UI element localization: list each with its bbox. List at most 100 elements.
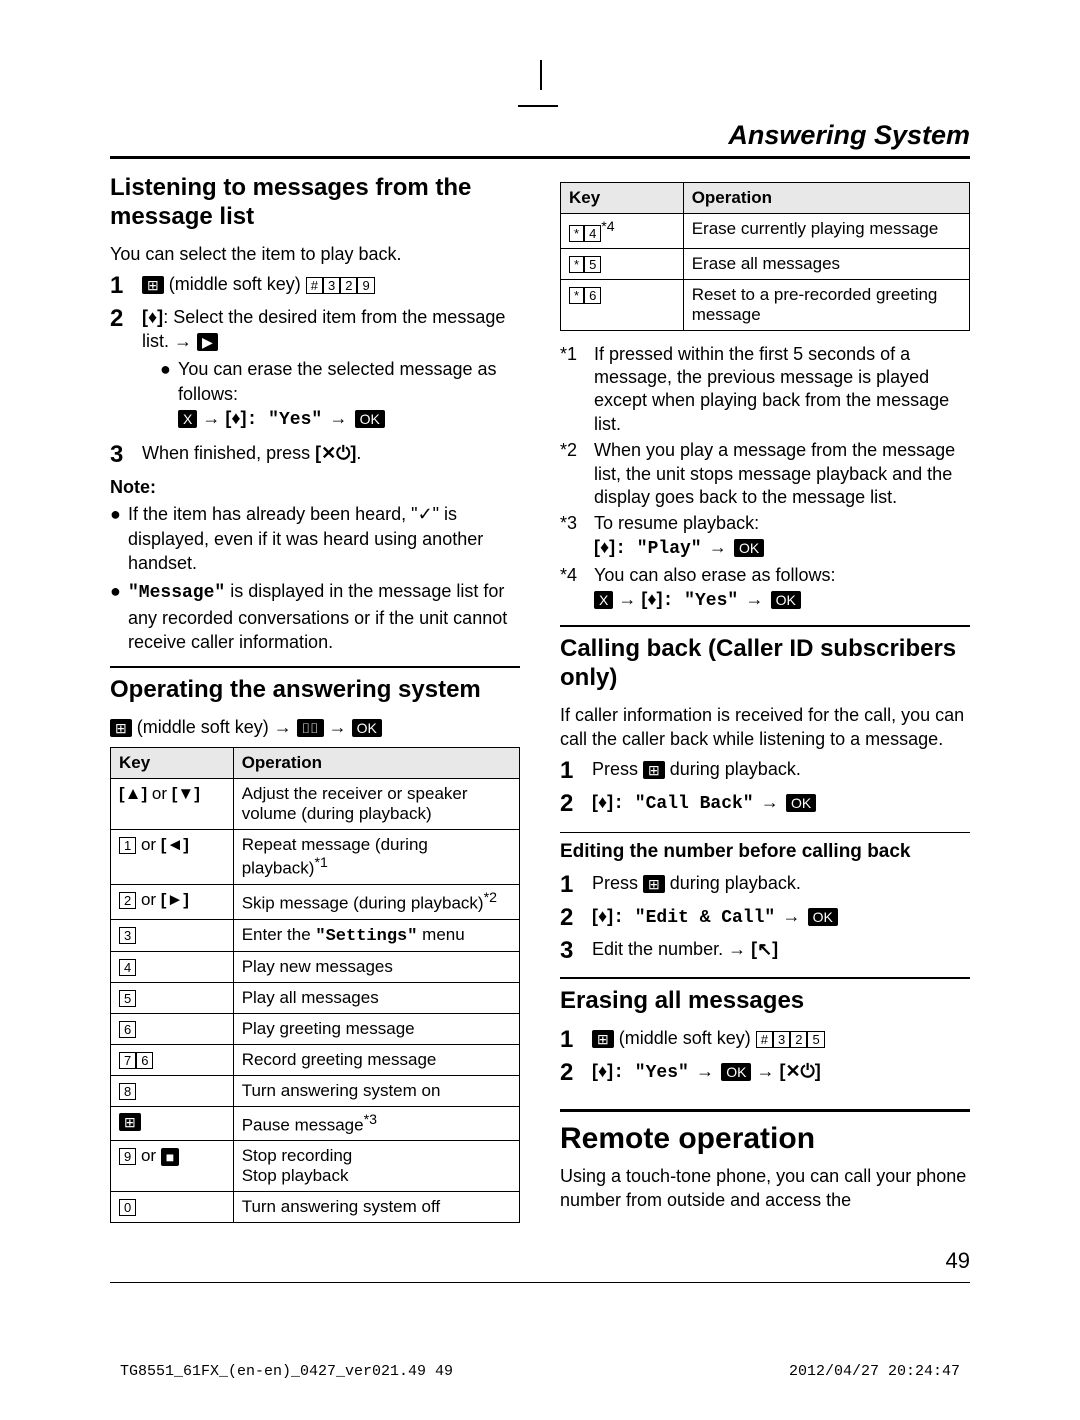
step1-suffix: (middle soft key): [164, 274, 306, 294]
s5-2a: : "Yes" →: [613, 1063, 721, 1083]
s4-3: Edit the number. →: [592, 939, 751, 959]
page-number: 49: [110, 1248, 970, 1274]
note2-mono: "Message": [128, 583, 225, 603]
f4a: You can also erase as follows:: [594, 565, 835, 585]
s4-2: : "Edit & Call" →: [613, 908, 807, 928]
key-hash: #: [306, 277, 323, 294]
menu-icon: ⊞: [592, 1030, 614, 1048]
footer: TG8551_61FX_(en-en)_0427_ver021.49 49 20…: [110, 1363, 970, 1380]
step2-yes: : "Yes" →: [247, 410, 355, 430]
footnote-text: If pressed within the first 5 seconds of…: [594, 343, 970, 437]
sec1-intro: You can select the item to play back.: [110, 242, 520, 266]
operations-table-right: KeyOperation *4*4Erase currently playing…: [560, 182, 970, 331]
left-column: Listening to messages from the message l…: [110, 174, 520, 1223]
step-number: 3: [110, 441, 142, 469]
th-op: Operation: [233, 748, 519, 779]
table-cell: 6: [111, 1013, 234, 1044]
table-cell: *4*4: [561, 214, 684, 249]
table-cell: Repeat message (during playback)*1: [233, 830, 519, 885]
step-body: [♦]: "Edit & Call" → OK: [592, 904, 970, 932]
f3b: : "Play" →: [615, 539, 734, 559]
footnote-num: *1: [560, 343, 594, 437]
key-2: 2: [340, 277, 357, 294]
table-cell: Turn answering system on: [233, 1075, 519, 1106]
menu-icon: ⊞: [119, 1113, 141, 1131]
s4-1a: Press: [592, 873, 643, 893]
table-cell: 9 or ■: [111, 1141, 234, 1192]
step3-text: When finished, press: [142, 443, 315, 463]
menu-icon: ⊞: [643, 761, 665, 779]
table-cell: Enter the "Settings" menu: [233, 919, 519, 951]
x-icon: X: [594, 591, 613, 609]
footnote-num: *2: [560, 439, 594, 509]
table-cell: 4: [111, 951, 234, 982]
note1: If the item has already been heard, "✓" …: [128, 502, 520, 575]
sec5-title: Erasing all messages: [560, 987, 970, 1016]
ok-icon: OK: [721, 1063, 751, 1081]
f4b: : "Yes" →: [663, 591, 771, 611]
footnote-num: *4: [560, 564, 594, 613]
key-9: 9: [357, 277, 374, 294]
sec3-intro: If caller information is received for th…: [560, 703, 970, 752]
header-rule: [110, 156, 970, 159]
softkey-label: (middle soft key) →: [132, 717, 297, 737]
footnote-text: You can also erase as follows: X → [♦]: …: [594, 564, 835, 613]
table-cell: 3: [111, 919, 234, 951]
table-cell: 1 or [◄]: [111, 830, 234, 885]
sec2-title: Operating the answering system: [110, 676, 520, 705]
x-icon: X: [178, 410, 197, 428]
step-number: 1: [560, 757, 592, 785]
step3-body: When finished, press [✕⏻].: [142, 441, 520, 469]
footnote-text: When you play a message from the message…: [594, 439, 970, 509]
ok-icon: OK: [734, 539, 764, 557]
th-key: Key: [111, 748, 234, 779]
table-cell: Turn answering system off: [233, 1192, 519, 1223]
step2-body: [♦]: Select the desired item from the me…: [142, 305, 520, 436]
ok-icon: OK: [786, 794, 816, 812]
sec4-title: Editing the number before calling back: [560, 841, 970, 863]
step2-bullet: You can erase the selected message as fo…: [178, 359, 497, 403]
sec6-text: Using a touch-tone phone, you can call y…: [560, 1164, 970, 1213]
menu-icon: ⊞: [643, 875, 665, 893]
right-column: KeyOperation *4*4Erase currently playing…: [560, 174, 970, 1223]
table-cell: 5: [111, 982, 234, 1013]
table-cell: Pause message*3: [233, 1106, 519, 1141]
sec2-softkey: ⊞ (middle soft key) → ⌷⌷ → OK: [110, 715, 520, 739]
sec1-title: Listening to messages from the message l…: [110, 174, 520, 232]
play-icon: ▶: [197, 333, 218, 351]
s5-2b: →: [751, 1061, 779, 1081]
th-key: Key: [561, 183, 684, 214]
table-cell: Reset to a pre-recorded greeting message: [683, 279, 969, 330]
table-cell: Erase all messages: [683, 248, 969, 279]
s3-2: : "Call Back" →: [613, 794, 786, 814]
table-cell: *5: [561, 248, 684, 279]
f3a: To resume playback:: [594, 513, 759, 533]
step-body: ⊞ (middle soft key) #325: [592, 1026, 970, 1054]
step-number: 2: [560, 904, 592, 932]
s3-1b: during playback.: [665, 759, 801, 779]
footnote-num: *3: [560, 512, 594, 561]
s4-1b: during playback.: [665, 873, 801, 893]
page-header: Answering System: [110, 120, 970, 151]
table-cell: Skip message (during playback)*2: [233, 884, 519, 919]
footnote-text: To resume playback: [♦]: "Play" → OK: [594, 512, 764, 561]
step-body: Edit the number. → [↖]: [592, 937, 970, 965]
step-number: 3: [560, 937, 592, 965]
footer-right: 2012/04/27 20:24:47: [789, 1363, 960, 1380]
step-body: Press ⊞ during playback.: [592, 871, 970, 899]
step-number: 2: [560, 790, 592, 818]
table-cell: Record greeting message: [233, 1044, 519, 1075]
step-body: [♦]: "Call Back" → OK: [592, 790, 970, 818]
table-cell: 2 or [►]: [111, 884, 234, 919]
table-cell: Stop recordingStop playback: [233, 1141, 519, 1192]
table-cell: Play new messages: [233, 951, 519, 982]
step-body: Press ⊞ during playback.: [592, 757, 970, 785]
s3-1a: Press: [592, 759, 643, 779]
menu-icon: ⊞: [142, 276, 164, 294]
step1-body: ⊞ (middle soft key) #329: [142, 272, 520, 300]
table-cell: Erase currently playing message: [683, 214, 969, 249]
table-cell: [▲] or [▼]: [111, 779, 234, 830]
table-cell: *6: [561, 279, 684, 330]
table-cell: Play all messages: [233, 982, 519, 1013]
note-label: Note:: [110, 477, 520, 498]
